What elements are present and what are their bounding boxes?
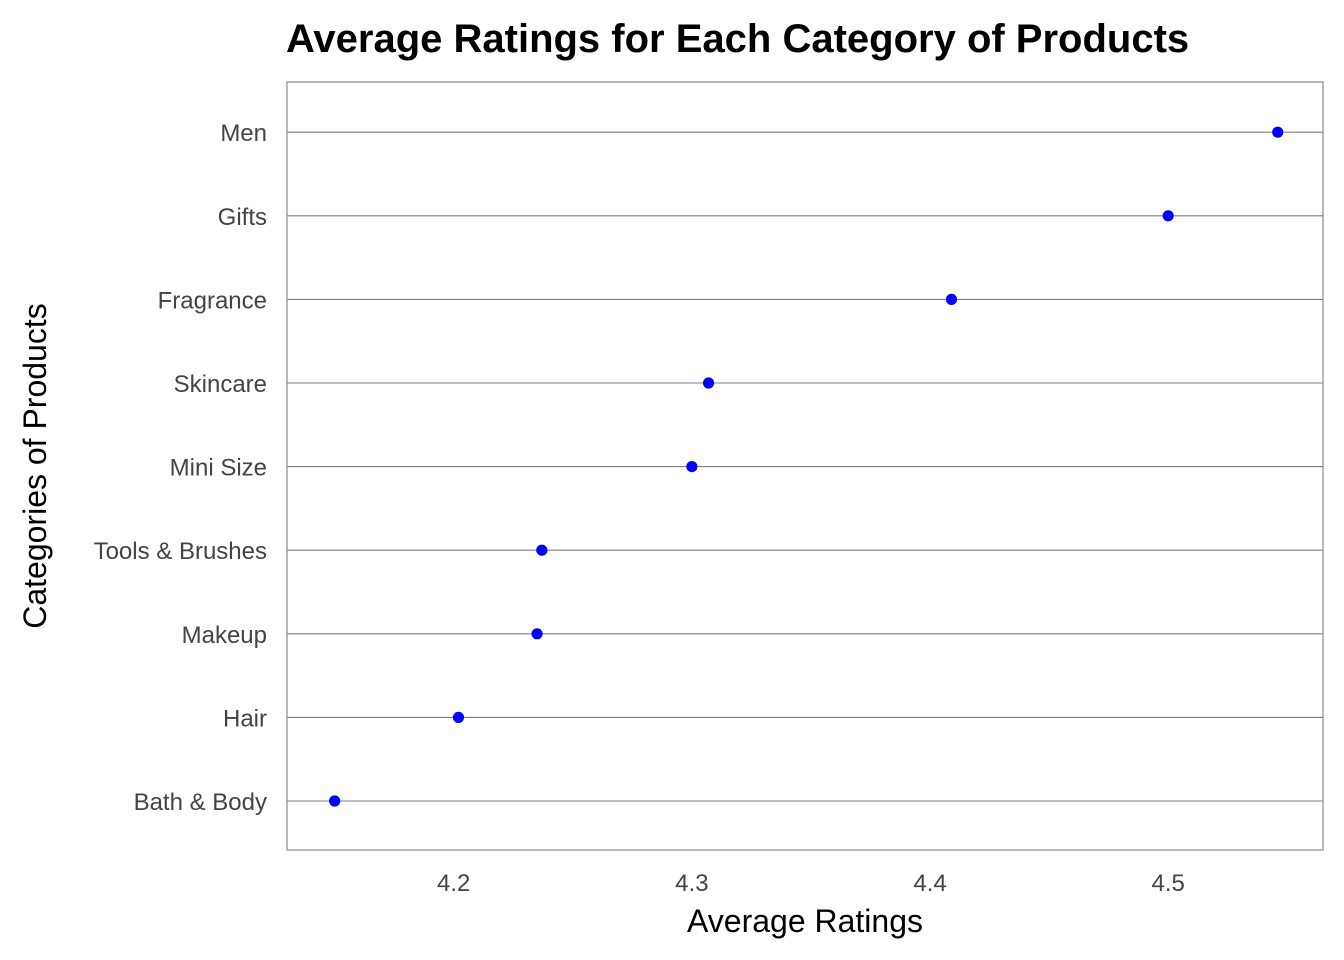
y-tick-label: Mini Size: [170, 455, 267, 482]
y-axis-title: Categories of Products: [17, 303, 53, 629]
gridlines-group: [287, 131, 1323, 802]
plot-panel-border: [286, 81, 1324, 851]
x-tick-label: 4.4: [913, 870, 946, 897]
y-tick-label: Hair: [223, 705, 267, 732]
data-point: [329, 795, 341, 807]
y-tick-label: Men: [220, 120, 267, 147]
minor-grid-group: [571, 78, 1051, 854]
data-point: [452, 711, 465, 724]
data-points-group: [329, 126, 1284, 807]
x-tick-labels-group: 4.2 4.3 4.4 4.5: [437, 870, 1185, 897]
x-tick-label: 4.3: [675, 870, 708, 897]
chart-title: Average Ratings for Each Category of Pro…: [286, 17, 1189, 61]
data-point: [1162, 210, 1174, 222]
y-tick-label: Fragrance: [158, 287, 267, 314]
data-point: [702, 377, 715, 389]
y-tick-label: Tools & Brushes: [94, 538, 267, 565]
y-tick-label: Skincare: [174, 371, 267, 398]
data-point: [1272, 126, 1284, 138]
x-axis-title: Average Ratings: [687, 903, 923, 939]
x-tick-label: 4.5: [1152, 870, 1185, 897]
y-tick-labels-group: Bath & Body Hair Makeup Tools & Brushes Mini…: [94, 120, 267, 816]
data-point: [945, 293, 958, 305]
y-tick-label: Makeup: [182, 622, 267, 649]
data-point: [686, 461, 698, 473]
data-point: [531, 628, 543, 640]
y-tick-label: Bath & Body: [134, 789, 267, 816]
data-point: [536, 544, 548, 556]
y-tick-label: Gifts: [218, 204, 267, 231]
x-tick-label: 4.2: [437, 870, 470, 897]
